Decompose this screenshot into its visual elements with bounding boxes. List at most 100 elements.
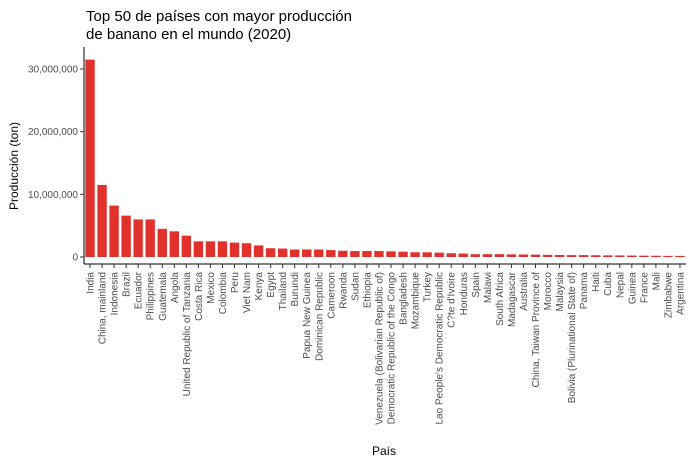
- bar: [169, 231, 179, 257]
- x-tick-label: Kenya: [254, 272, 265, 301]
- x-tick-label: Thailand: [278, 272, 289, 310]
- x-tick-label: Malaysia: [555, 272, 566, 312]
- bar: [506, 254, 517, 257]
- bar: [639, 255, 649, 257]
- bar: [494, 254, 505, 257]
- x-tick-label: Cuba: [603, 272, 614, 296]
- bars: [85, 59, 685, 257]
- bar: [422, 252, 432, 257]
- bar: [229, 242, 240, 257]
- x-tick-label: Burundi: [290, 272, 301, 306]
- x-tick-label: Mali: [651, 272, 662, 290]
- x-tick-label: Spain: [471, 272, 482, 298]
- bar: [542, 254, 553, 257]
- x-tick-label: Argentina: [675, 272, 686, 315]
- x-tick-label: Mozambique: [411, 272, 422, 330]
- bar: [205, 241, 216, 257]
- bar: [410, 252, 420, 257]
- x-tick-label: Honduras: [459, 272, 470, 315]
- y-axis: 0 10,000,000 20,000,000 30,000,000: [28, 47, 85, 264]
- x-tick-label: C?te d'Ivoire: [447, 272, 458, 328]
- bar: [350, 251, 360, 257]
- x-tick-label: Haiti: [591, 272, 602, 292]
- x-tick-label: Angola: [170, 272, 181, 304]
- bar: [253, 245, 264, 257]
- x-tick-label: Colombia: [218, 272, 229, 315]
- bar: [145, 219, 155, 257]
- y-axis-title: Producción (ton): [7, 122, 21, 210]
- bar: [85, 59, 95, 257]
- x-tick-label: Guinea: [627, 272, 638, 305]
- x-tick-label: France: [639, 272, 650, 304]
- bar: [651, 255, 661, 257]
- x-tick-label: Peru: [230, 272, 241, 293]
- bar: [578, 255, 589, 257]
- x-tick-label: Costa Rica: [194, 272, 205, 321]
- y-tick-label: 20,000,000: [28, 127, 78, 138]
- bar: [121, 215, 131, 257]
- bar: [338, 250, 348, 257]
- bar: [591, 255, 601, 257]
- chart-title-line-2: de banano en el mundo (2020): [86, 26, 291, 43]
- x-tick-label: China, Taiwan Province of: [531, 272, 542, 388]
- x-tick-label: Panama: [579, 272, 590, 310]
- x-tick-label: Turkey: [423, 272, 434, 302]
- bar: [290, 249, 300, 257]
- x-tick-label: Philippines: [146, 272, 157, 320]
- bar: [482, 254, 493, 257]
- bar: [326, 250, 336, 257]
- chart-title-line-1: Top 50 de países con mayor producción: [86, 8, 352, 25]
- y-tick-label: 10,000,000: [28, 190, 78, 201]
- x-tick-label: Viet Nam: [242, 272, 253, 313]
- bar: [181, 235, 192, 257]
- x-tick-label: Malawi: [483, 272, 494, 303]
- x-axis-title: País: [372, 444, 396, 458]
- bar: [97, 184, 107, 257]
- x-tick-label: Australia: [519, 272, 530, 311]
- x-tick-label: Cameroon: [326, 272, 337, 319]
- bar: [675, 255, 685, 257]
- x-tick-label: Venezuela (Bolivarian Republic of): [374, 272, 385, 425]
- x-tick-label: India: [86, 272, 97, 294]
- x-tick-label: United Republic of Tanzania: [182, 272, 193, 397]
- x-tick-label: Papua New Guinea: [302, 272, 313, 359]
- bar: [265, 248, 276, 257]
- x-tick-label: Ethiopia: [362, 272, 373, 309]
- x-tick-label: Rwanda: [338, 272, 349, 309]
- bar: [566, 255, 577, 257]
- x-tick-label: Bangladesh: [399, 272, 410, 325]
- bar: [133, 219, 143, 257]
- bar: [398, 251, 408, 257]
- bar: [109, 205, 119, 257]
- bar: [374, 251, 384, 257]
- x-tick-label: Guatemala: [158, 272, 169, 321]
- bar: [446, 253, 456, 257]
- x-tick-label: Bolivia (Plurinational State of): [567, 272, 578, 403]
- x-tick-label: Sudan: [350, 272, 361, 301]
- x-tick-label: Indonesia: [110, 272, 121, 316]
- y-tick-label: 0: [72, 253, 78, 264]
- bar: [157, 228, 167, 257]
- bar: [458, 253, 468, 257]
- bar: [470, 254, 480, 257]
- bar: [362, 251, 372, 257]
- bar: [434, 252, 444, 257]
- bar: [663, 255, 673, 257]
- x-tick-label: Democratic Republic of the Congo: [387, 272, 398, 425]
- bar: [554, 254, 565, 257]
- x-tick-label: Morocco: [543, 272, 554, 311]
- bar: [193, 241, 204, 257]
- bar: [615, 255, 625, 257]
- x-tick-label: Mexico: [206, 272, 217, 304]
- y-tick-label: 30,000,000: [28, 65, 78, 76]
- bar: [386, 251, 396, 257]
- x-tick-label: China, mainland: [98, 272, 109, 344]
- x-tick-label: Zimbabwe: [663, 272, 674, 319]
- bar: [217, 241, 228, 257]
- bar: [627, 255, 637, 257]
- x-tick-label: Lao People's Democratic Republic: [435, 272, 446, 425]
- bar: [518, 254, 529, 257]
- bar: [241, 243, 252, 257]
- x-tick-label: Egypt: [266, 272, 277, 298]
